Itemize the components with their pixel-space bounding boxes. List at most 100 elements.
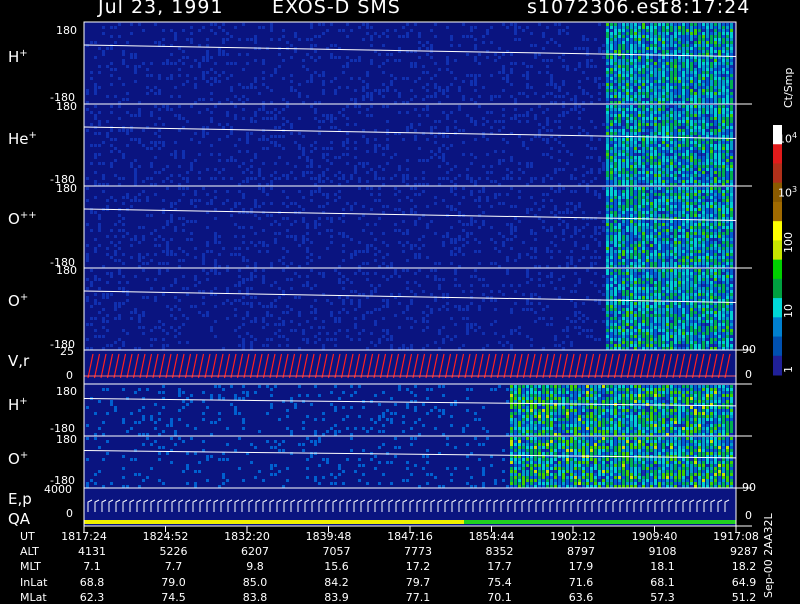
spectrogram-cell — [638, 105, 641, 108]
spectrogram-cell — [418, 217, 421, 220]
spectrogram-cell — [726, 98, 729, 101]
spectrogram-cell — [718, 77, 721, 80]
spectrogram-cell — [650, 74, 653, 77]
spectrogram-cell — [194, 220, 197, 223]
spectrogram-cell — [114, 95, 117, 98]
spectrogram-cell — [330, 126, 333, 129]
spectrogram-cell — [674, 190, 677, 193]
spectrogram-cell — [718, 23, 721, 26]
spectrogram-cell — [422, 171, 425, 174]
spectrogram-cell — [122, 153, 125, 156]
spectrogram-cell — [626, 180, 629, 183]
spectrogram-cell — [718, 129, 721, 132]
spectrogram-cell — [538, 129, 541, 132]
spectrogram-cell — [706, 226, 709, 229]
spectrogram-cell — [98, 278, 101, 281]
spectrogram-cell — [646, 153, 649, 156]
spectrogram-cell — [198, 111, 201, 114]
spectrogram-cell — [346, 117, 349, 120]
spectrogram-cell — [158, 262, 161, 265]
spectrogram-cell — [706, 247, 709, 250]
spectrogram-cell — [678, 256, 681, 259]
spectrogram-cell — [206, 226, 209, 229]
spectrogram-cell — [730, 83, 733, 86]
spectrogram-cell — [110, 196, 113, 199]
spectrogram-cell — [654, 117, 657, 120]
spectrogram-cell — [630, 65, 633, 68]
spectrogram-cell — [618, 235, 621, 238]
spectrogram-cell — [422, 71, 425, 74]
spectrogram-cell — [202, 71, 205, 74]
spectrogram-cell — [142, 332, 145, 335]
spectrogram-cell — [682, 71, 685, 74]
spectrogram-cell — [626, 38, 629, 41]
spectrogram-cell — [662, 208, 665, 211]
spectrogram-cell — [554, 168, 557, 171]
spectrogram-cell — [678, 59, 681, 62]
spectrogram-cell — [650, 35, 653, 38]
spectrogram-cell — [194, 275, 197, 278]
spectrogram-cell — [598, 156, 601, 159]
spectrogram-cell — [486, 138, 489, 141]
spectrogram-cell — [714, 68, 717, 71]
spectrogram-cell — [174, 202, 177, 205]
spectrogram-cell — [254, 199, 257, 202]
spectrogram-cell — [726, 59, 729, 62]
spectrogram-cell — [658, 62, 661, 65]
spectrogram-cell — [690, 165, 693, 168]
spectrogram-cell — [642, 159, 645, 162]
spectrogram-cell — [722, 129, 725, 132]
spectrogram-cell — [674, 59, 677, 62]
spectrogram-cell — [470, 162, 473, 165]
spectrogram-cell — [386, 120, 389, 123]
spectrogram-cell — [714, 135, 717, 138]
spectrogram-cell — [270, 111, 273, 114]
spectrogram-cell — [710, 141, 713, 144]
spectrogram-cell — [102, 335, 105, 338]
spectrogram-cell — [674, 220, 677, 223]
spectrogram-cell — [694, 199, 697, 202]
spectrogram-cell — [642, 232, 645, 235]
spectrogram-cell — [574, 241, 577, 244]
spectrogram-cell — [582, 35, 585, 38]
spectrogram-cell — [606, 71, 609, 74]
spectrogram-cell — [626, 256, 629, 259]
spectrogram-cell — [214, 208, 217, 211]
spectrogram-cell — [622, 226, 625, 229]
spectrogram-cell — [426, 41, 429, 44]
spectrogram-cell — [138, 226, 141, 229]
spectrogram-cell — [650, 108, 653, 111]
spectrogram-cell — [410, 65, 413, 68]
spectrogram-cell — [142, 311, 145, 314]
spectrogram-cell — [690, 80, 693, 83]
spectrogram-cell — [234, 114, 237, 117]
spectrogram-cell — [278, 144, 281, 147]
spectrogram-cell — [706, 80, 709, 83]
spectrogram-cell — [222, 202, 225, 205]
spectrogram-cell — [682, 153, 685, 156]
spectrogram-cell — [298, 311, 301, 314]
spectrogram-cell — [170, 214, 173, 217]
spectrogram-cell — [310, 177, 313, 180]
spectrogram-cell — [242, 108, 245, 111]
spectrogram-cell — [354, 105, 357, 108]
spectrogram-cell — [398, 59, 401, 62]
spectrogram-cell — [330, 235, 333, 238]
spectrogram-cell — [730, 253, 733, 256]
spectrogram-cell — [578, 117, 581, 120]
spectrogram-cell — [318, 132, 321, 135]
spectrogram-cell — [706, 241, 709, 244]
spectrogram-cell — [162, 105, 165, 108]
spectrogram-cell — [710, 190, 713, 193]
spectrogram-cell — [698, 105, 701, 108]
spectrogram-cell — [646, 259, 649, 262]
spectrogram-cell — [314, 44, 317, 47]
spectrogram-cell — [266, 323, 269, 326]
spectrogram-cell — [698, 150, 701, 153]
spectrogram-cell — [606, 241, 609, 244]
spectrogram-cell — [498, 159, 501, 162]
spectrogram-cell — [726, 217, 729, 220]
spectrogram-cell — [642, 208, 645, 211]
spectrogram-cell — [646, 220, 649, 223]
spectrogram-cell — [606, 177, 609, 180]
